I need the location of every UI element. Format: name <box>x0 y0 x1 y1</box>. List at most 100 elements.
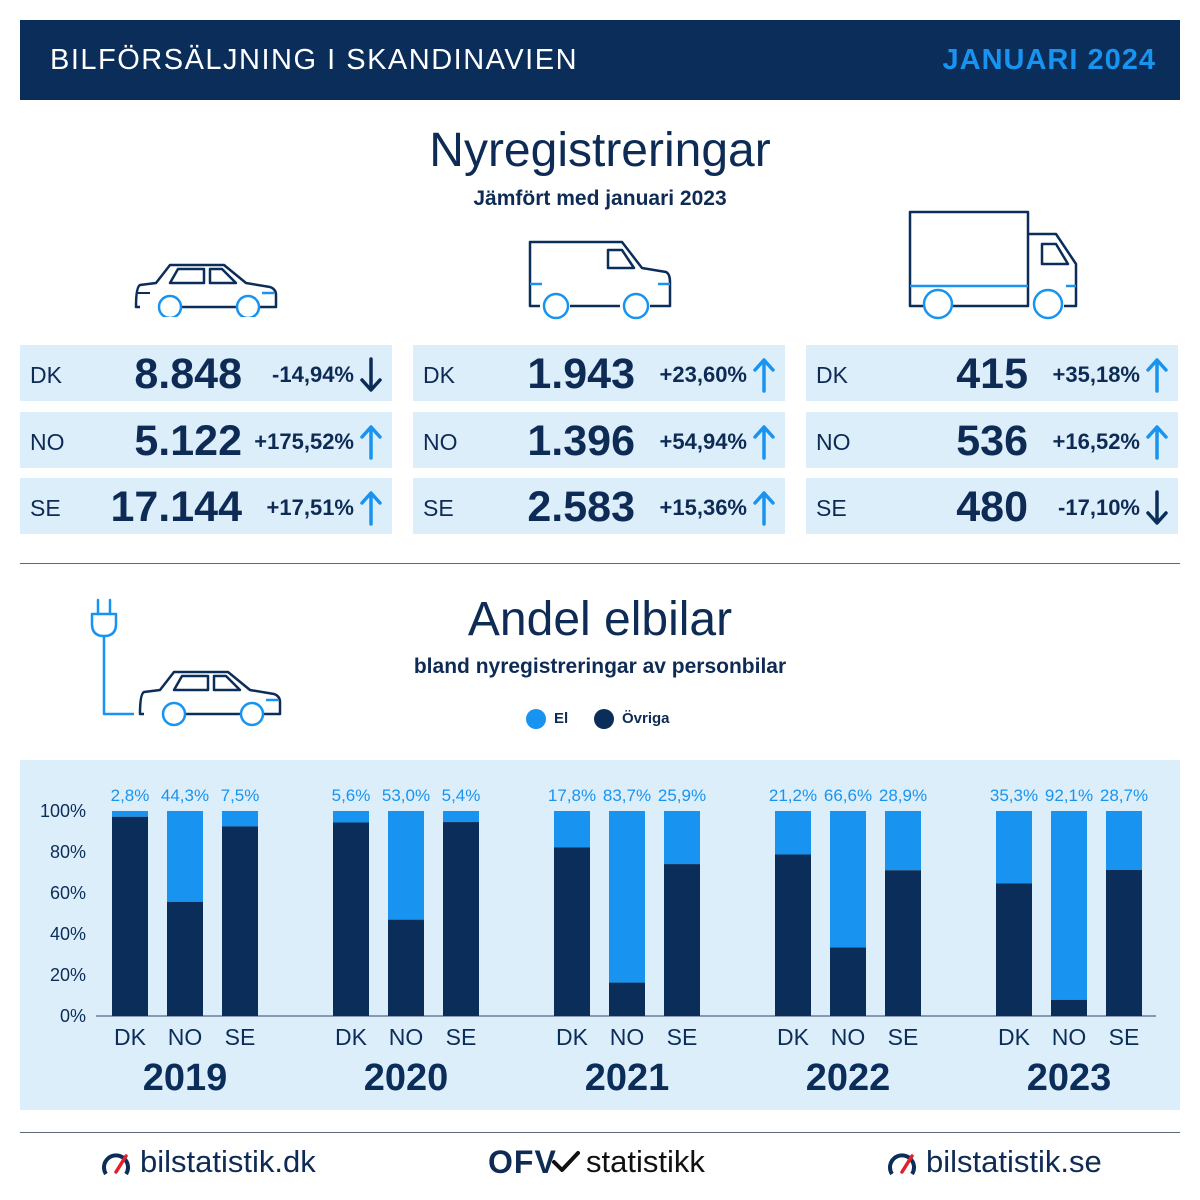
country-code: SE <box>816 495 847 521</box>
country-code: DK <box>423 362 455 388</box>
stat-value: 536 <box>956 417 1028 465</box>
group-year-label: 2022 <box>806 1057 891 1099</box>
arrow-up-icon <box>753 425 775 460</box>
footer-center-text: statistikk <box>586 1144 705 1179</box>
arrow-up-icon <box>1146 425 1168 460</box>
data-label: 28,9% <box>879 786 927 805</box>
country-code: DK <box>30 362 62 388</box>
stat-change: -14,94% <box>272 362 354 387</box>
stat-van-se: SE 2.583 +15,36% <box>413 478 785 534</box>
bar-ovriga-2019-se <box>222 826 258 1016</box>
stat-change: +23,60% <box>659 362 747 387</box>
bar-el-2022-se <box>885 811 921 871</box>
bar-el-2022-dk <box>775 811 811 855</box>
data-label: 35,3% <box>990 786 1038 805</box>
legend-label-ovriga: Övriga <box>622 710 670 727</box>
stat-change: +175,52% <box>254 429 354 454</box>
country-code: SE <box>30 495 61 521</box>
stat-value: 2.583 <box>527 483 635 531</box>
stat-change: -17,10% <box>1058 495 1140 520</box>
data-label: 92,1% <box>1045 786 1093 805</box>
bar-ovriga-2022-dk <box>775 854 811 1016</box>
footer-divider <box>20 1132 1180 1133</box>
x-tick-label: SE <box>888 1024 919 1050</box>
stat-change: +17,51% <box>266 495 354 520</box>
bar-ovriga-2020-se <box>443 822 479 1016</box>
data-label: 25,9% <box>658 786 706 805</box>
group-year-label: 2023 <box>1027 1057 1112 1099</box>
x-tick-label: DK <box>998 1024 1031 1050</box>
data-label: 21,2% <box>769 786 817 805</box>
y-tick-label: 40% <box>50 924 86 944</box>
stat-change: +54,94% <box>659 429 747 454</box>
bar-ovriga-2020-dk <box>333 822 369 1016</box>
speedometer-icon <box>102 1153 130 1176</box>
stat-value: 17.144 <box>110 483 242 531</box>
bar-ovriga-2022-se <box>885 870 921 1016</box>
data-label: 53,0% <box>382 786 430 805</box>
bar-el-2021-se <box>664 811 700 865</box>
country-code: NO <box>423 429 458 455</box>
group-year-label: 2020 <box>364 1057 449 1099</box>
bar-ovriga-2023-dk <box>996 883 1032 1016</box>
header-date: JANUARI 2024 <box>942 44 1156 76</box>
ev-subtitle: bland nyregistreringar av personbilar <box>413 655 787 678</box>
stat-value: 8.848 <box>134 350 242 398</box>
stat-car-no: NO 5.122 +175,52% <box>20 412 392 468</box>
bar-ovriga-2019-dk <box>112 816 148 1016</box>
chart-background <box>20 760 1180 1110</box>
y-tick-label: 20% <box>50 965 86 985</box>
bar-ovriga-2021-dk <box>554 847 590 1016</box>
x-tick-label: DK <box>777 1024 810 1050</box>
x-tick-label: NO <box>168 1024 203 1050</box>
arrow-up-icon <box>360 491 382 526</box>
van-icon <box>528 240 672 320</box>
bar-el-2023-no <box>1051 811 1087 1000</box>
stat-value: 1.943 <box>527 350 635 398</box>
y-tick-label: 0% <box>60 1006 86 1026</box>
stat-van-dk: DK 1.943 +23,60% <box>413 345 785 401</box>
x-tick-label: SE <box>446 1024 477 1050</box>
ofv-logo: OFV <box>488 1144 557 1180</box>
legend-label-el: El <box>554 710 569 727</box>
arrow-up-icon <box>1146 358 1168 393</box>
arrow-down-icon <box>1146 490 1168 525</box>
stat-change: +35,18% <box>1052 362 1140 387</box>
truck-icon <box>908 210 1078 320</box>
data-label: 7,5% <box>221 786 260 805</box>
data-label: 5,6% <box>332 786 371 805</box>
car-icon <box>134 263 278 317</box>
x-tick-label: NO <box>610 1024 645 1050</box>
y-tick-label: 80% <box>50 842 86 862</box>
legend-swatch-ovriga <box>594 709 614 729</box>
bar-el-2020-dk <box>333 811 369 823</box>
arrow-up-icon <box>753 491 775 526</box>
stat-value: 415 <box>956 350 1028 398</box>
x-tick-label: SE <box>1109 1024 1140 1050</box>
x-tick-label: NO <box>1052 1024 1087 1050</box>
bar-el-2021-no <box>609 811 645 983</box>
registrations-title: Nyregistreringar <box>429 124 771 177</box>
stat-van-no: NO 1.396 +54,94% <box>413 412 785 468</box>
group-year-label: 2021 <box>585 1057 670 1099</box>
bar-ovriga-2023-se <box>1106 869 1142 1016</box>
stat-truck-se: SE 480 -17,10% <box>806 478 1178 534</box>
legend-swatch-el <box>526 709 546 729</box>
data-label: 5,4% <box>442 786 481 805</box>
x-tick-label: NO <box>389 1024 424 1050</box>
x-tick-label: DK <box>556 1024 589 1050</box>
x-tick-label: SE <box>667 1024 698 1050</box>
footer-left-brand: bilstatistik.dk <box>140 1144 316 1179</box>
data-label: 2,8% <box>111 786 150 805</box>
stat-change: +15,36% <box>659 495 747 520</box>
stat-truck-dk: DK 415 +35,18% <box>806 345 1178 401</box>
arrow-up-icon <box>753 358 775 393</box>
registrations-subtitle: Jämfört med januari 2023 <box>473 187 727 210</box>
bar-ovriga-2022-no <box>830 947 866 1016</box>
ev-car-icon <box>90 598 282 727</box>
data-label: 66,6% <box>824 786 872 805</box>
group-year-label: 2019 <box>143 1057 228 1099</box>
bar-ovriga-2021-no <box>609 982 645 1016</box>
country-code: NO <box>816 429 851 455</box>
